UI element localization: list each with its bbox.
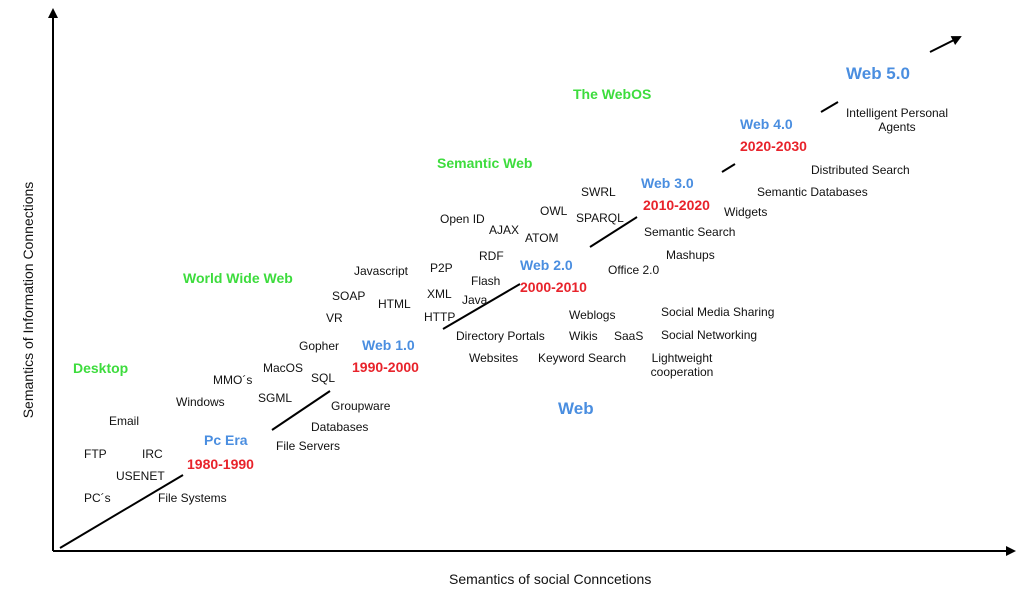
term-atom: ATOM xyxy=(525,231,559,245)
term-semantic-search: Semantic Search xyxy=(644,225,736,239)
trend-segment-1 xyxy=(59,474,184,549)
trend-segment-3 xyxy=(442,283,521,330)
term-java: Java xyxy=(462,293,488,307)
theme-webos: The WebOS xyxy=(573,86,652,102)
term-irc: IRC xyxy=(142,447,163,461)
term-office2: Office 2.0 xyxy=(608,263,660,277)
trend-segment-5 xyxy=(721,163,736,173)
term-sgml: SGML xyxy=(258,391,293,405)
term-groupware: Groupware xyxy=(331,399,391,413)
trend-arrow xyxy=(929,36,962,53)
term-keyword-search: Keyword Search xyxy=(538,351,627,365)
term-p2p: P2P xyxy=(430,261,453,275)
term-usenet: USENET xyxy=(116,469,165,483)
term-social-media-sharing: Social Media Sharing xyxy=(661,305,775,319)
term-pcs: PC´s xyxy=(84,491,111,505)
term-widgets: Widgets xyxy=(724,205,768,219)
term-http: HTTP xyxy=(424,310,456,324)
term-distributed-search: Distributed Search xyxy=(811,163,910,177)
y-axis-label: Semantics of Information Connections xyxy=(20,181,36,419)
term-vr: VR xyxy=(326,311,343,325)
term-macos: MacOS xyxy=(263,361,304,375)
era-web4: Web 4.0 xyxy=(740,116,793,132)
term-websites: Websites xyxy=(469,351,519,365)
trend-segment-2 xyxy=(271,390,331,431)
trend-segment-6 xyxy=(820,101,839,113)
term-open-id: Open ID xyxy=(440,212,485,226)
theme-web: Web xyxy=(558,399,594,418)
term-swrl: SWRL xyxy=(581,185,616,199)
period-web1: 1990-2000 xyxy=(352,359,419,375)
term-ftp: FTP xyxy=(84,447,107,461)
term-weblogs: Weblogs xyxy=(569,308,616,322)
period-web4: 2020-2030 xyxy=(740,138,807,154)
term-windows: Windows xyxy=(176,395,225,409)
era-web1: Web 1.0 xyxy=(362,337,415,353)
x-axis-label: Semantics of social Conncetions xyxy=(449,571,652,587)
term-mmos: MMO´s xyxy=(213,373,253,387)
period-web3: 2010-2020 xyxy=(643,197,710,213)
term-xml: XML xyxy=(427,287,452,301)
term-javascript: Javascript xyxy=(354,264,409,278)
term-sql: SQL xyxy=(311,371,336,385)
term-html: HTML xyxy=(378,297,411,311)
period-pc: 1980-1990 xyxy=(187,456,254,472)
term-mashups: Mashups xyxy=(666,248,715,262)
term-file-systems: File Systems xyxy=(158,491,227,505)
theme-desktop: Desktop xyxy=(73,360,129,376)
era-web5: Web 5.0 xyxy=(846,64,910,83)
term-sparql: SPARQL xyxy=(576,211,624,225)
term-databases: Databases xyxy=(311,420,369,434)
period-web2: 2000-2010 xyxy=(520,279,587,295)
era-web2: Web 2.0 xyxy=(520,257,573,273)
term-owl: OWL xyxy=(540,204,568,218)
theme-world-wide-web: World Wide Web xyxy=(183,270,293,286)
term-soap: SOAP xyxy=(332,289,366,303)
term-directory-portals: Directory Portals xyxy=(456,329,545,343)
term-saas: SaaS xyxy=(614,329,644,343)
term-social-networking: Social Networking xyxy=(661,328,758,342)
term-semantic-databases: Semantic Databases xyxy=(757,185,868,199)
term-ajax: AJAX xyxy=(489,223,520,237)
term-intelligent-personal-agents: Intelligent Personal Agents xyxy=(845,106,949,134)
trend-segment-4 xyxy=(589,216,638,248)
term-file-servers: File Servers xyxy=(276,439,341,453)
era-web3: Web 3.0 xyxy=(641,175,694,191)
term-gopher: Gopher xyxy=(299,339,340,353)
term-rdf: RDF xyxy=(479,249,504,263)
term-email: Email xyxy=(109,414,140,428)
term-flash: Flash xyxy=(471,274,501,288)
term-lightweight-cooperation: Lightweight cooperation xyxy=(650,351,714,379)
term-wikis: Wikis xyxy=(569,329,598,343)
theme-semantic-web: Semantic Web xyxy=(437,155,533,171)
era-pc: Pc Era xyxy=(204,432,248,448)
